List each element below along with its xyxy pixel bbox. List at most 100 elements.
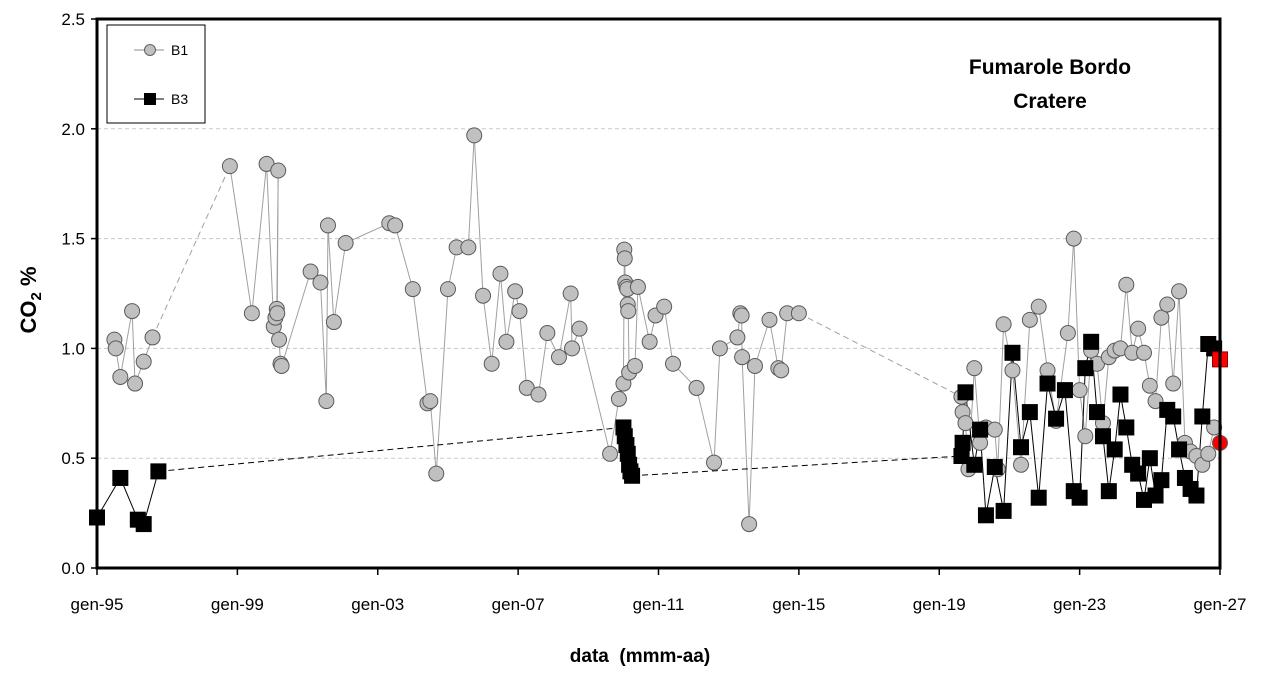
b1-point (511, 303, 528, 320)
b1-point (428, 465, 445, 482)
b1-point (734, 349, 751, 366)
b3-point (1194, 408, 1211, 425)
b1-point (746, 357, 763, 374)
y-tick-label: 2.5 (61, 10, 85, 29)
b1-segment (435, 289, 449, 474)
x-tick-label: gen-07 (492, 595, 545, 614)
b1-segment (473, 135, 484, 296)
b3-point (1171, 441, 1188, 458)
legend-b3-marker (144, 93, 156, 105)
b1-segment (325, 225, 329, 402)
b1-segment (1119, 284, 1127, 349)
b1-point (1206, 419, 1223, 436)
b3-point (1089, 404, 1106, 421)
b1-point (665, 355, 682, 372)
b1-point (706, 454, 723, 471)
b1-segment (1178, 291, 1186, 443)
series-lines (96, 135, 1221, 525)
b1-point (243, 305, 260, 322)
b1-segment (609, 398, 620, 454)
b1-point (1200, 445, 1217, 462)
b3-segment (143, 471, 159, 525)
b1-segment (266, 163, 275, 327)
legend-box (106, 24, 206, 124)
b1-segment (1125, 284, 1133, 353)
b1-segment (229, 166, 253, 314)
b1-point (571, 320, 588, 337)
x-axis-title: data (mmm-aa) (570, 646, 710, 667)
b1-segment (119, 310, 133, 378)
b1-point (483, 355, 500, 372)
b1-point (1021, 311, 1038, 328)
b1-point (1153, 309, 1170, 326)
b1-segment (412, 289, 428, 404)
b3-segment (1038, 383, 1049, 498)
b1-point (107, 340, 124, 357)
b1-point (1130, 320, 1147, 337)
b1-point (773, 362, 790, 379)
b1-point (422, 393, 439, 410)
b1-point (466, 127, 483, 144)
b1-point (564, 340, 581, 357)
b3-segment (158, 426, 624, 472)
y-tick-label: 2.0 (61, 120, 85, 139)
chart-title-line-1: Fumarole Bordo (969, 56, 1131, 79)
b1-point (1065, 230, 1082, 247)
b1-segment (748, 365, 756, 525)
b1-point (1141, 377, 1158, 394)
b1-segment (327, 225, 335, 323)
b3-point (1021, 404, 1038, 421)
x-axis-ticks: gen-95 gen-99 gen-03 gen-07 gen-11 gen-15 gen-… (71, 568, 1246, 614)
b1-segment (152, 165, 231, 338)
b3-point (1056, 382, 1073, 399)
b1-point (1013, 456, 1030, 473)
b1-segment (281, 271, 312, 367)
b3-point (986, 458, 1003, 475)
b1-segment (579, 328, 611, 454)
gridlines (97, 128, 1220, 459)
x-tick-label: gen-15 (772, 595, 825, 614)
b1-point (1135, 344, 1152, 361)
b3-point (1106, 441, 1123, 458)
b1-point (986, 421, 1003, 438)
b3-point (1188, 487, 1205, 504)
x-tick-label: gen-23 (1053, 595, 1106, 614)
b3-point (1153, 472, 1170, 489)
y-tick-label: 1.5 (61, 230, 85, 249)
b3-segment (1003, 352, 1013, 511)
b1-point (629, 278, 646, 295)
b1-point (127, 375, 144, 392)
x-tick-label: gen-19 (913, 595, 966, 614)
b1-point (507, 283, 524, 300)
b3-point (624, 467, 641, 484)
b1-point (112, 368, 129, 385)
b3-point (957, 384, 974, 401)
b1-segment (637, 286, 651, 342)
b3-segment (1102, 436, 1110, 492)
b1-point (273, 357, 290, 374)
b1-segment (467, 135, 475, 248)
b1-point (1059, 325, 1076, 342)
b1-point (729, 329, 746, 346)
b3-point (1130, 465, 1147, 482)
b1-segment (505, 291, 516, 342)
b3-point (1118, 419, 1135, 436)
y-axis-title-unit: % (16, 266, 41, 292)
b1-point (656, 298, 673, 315)
b3-segment (1029, 412, 1040, 498)
b1-segment (663, 306, 674, 364)
b3-point (995, 502, 1012, 519)
b1-point (1030, 298, 1047, 315)
b1-point (688, 379, 705, 396)
b1-point (626, 357, 643, 374)
b1-point (957, 415, 974, 432)
b1-point (312, 274, 329, 291)
b1-segment (1055, 332, 1069, 421)
b1-point (562, 285, 579, 302)
b1-point (144, 329, 161, 346)
b1-segment (634, 286, 639, 366)
y-tick-label: 0.0 (61, 559, 85, 578)
b3-segment (1064, 390, 1075, 492)
b1-segment (1038, 306, 1049, 371)
b1-point (1004, 362, 1021, 379)
